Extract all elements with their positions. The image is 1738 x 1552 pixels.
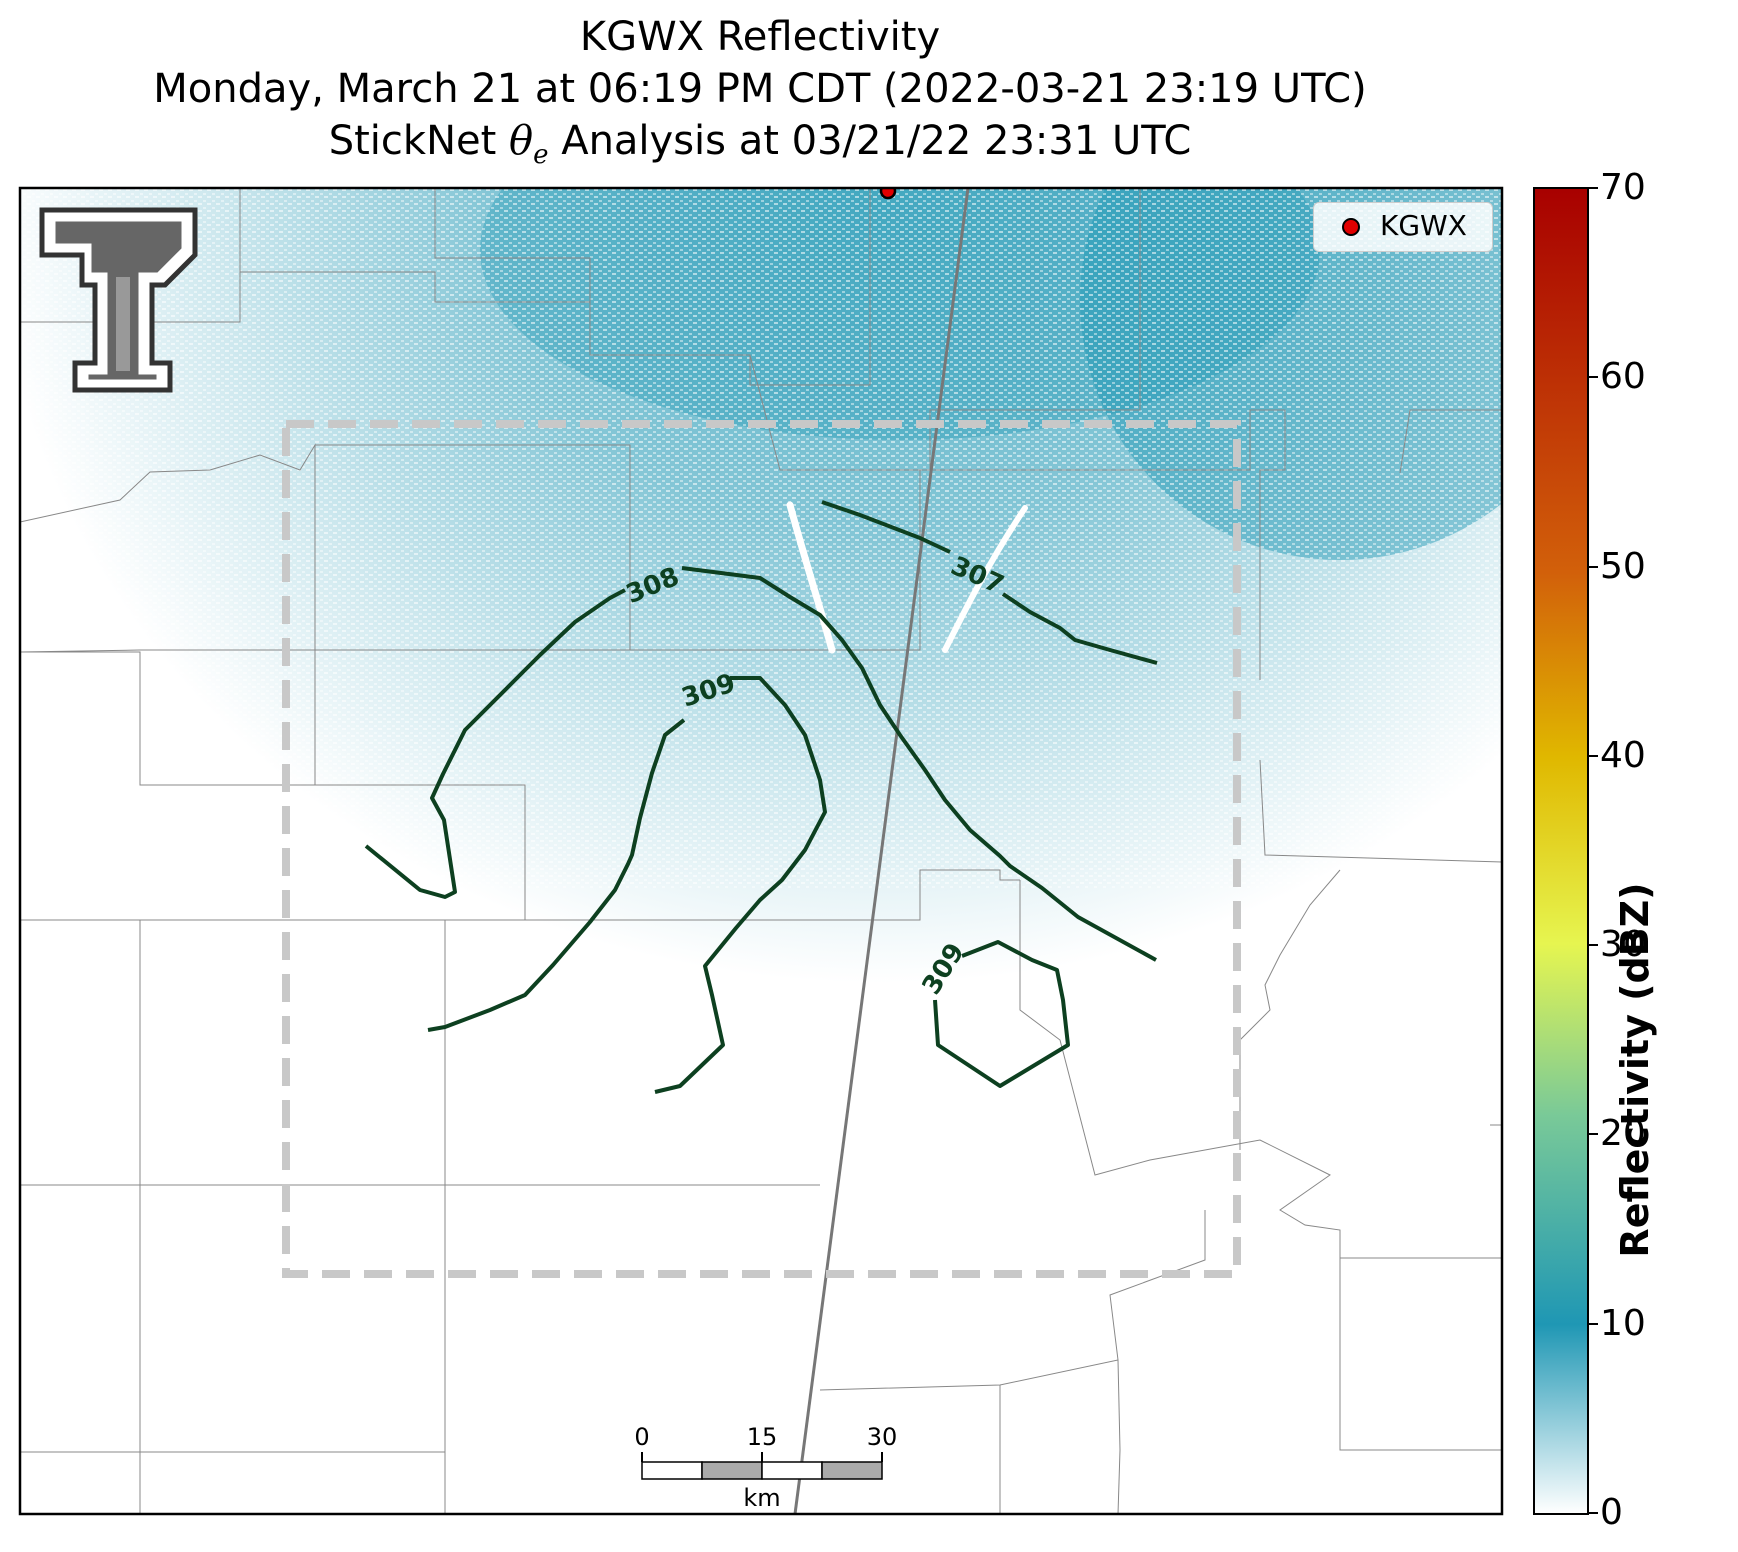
contour-309 (654, 676, 827, 1094)
map-area: 308 307 309 309 (20, 188, 1502, 1514)
contour-309 (427, 718, 686, 1032)
title-line-2: Monday, March 21 at 06:19 PM CDT (2022-0… (153, 66, 1367, 112)
legend-label: KGWX (1380, 209, 1467, 242)
radar-artifact (786, 501, 836, 654)
contour-308 (364, 588, 626, 899)
radar-site-marker (879, 188, 897, 200)
map-frame (18, 186, 1504, 1516)
scale-bar-tick: 30 (866, 1423, 898, 1451)
colorbar-gradient (1533, 187, 1589, 1515)
colorbar-label: Reflectivity (dBZ) (1613, 882, 1657, 1258)
colorbar-tick: 20 (1600, 1113, 1646, 1154)
scale-bar-unit: km (743, 1484, 781, 1512)
scale-bar-tick: 0 (634, 1423, 650, 1451)
county-boundaries (20, 188, 1502, 1514)
title-line-1: KGWX Reflectivity (579, 14, 941, 60)
scale-bar-tick: 15 (746, 1423, 778, 1451)
road-line (793, 188, 970, 1514)
colorbar-tick: 50 (1600, 546, 1646, 587)
reflectivity-texture (20, 188, 1502, 888)
legend: KGWX (1313, 202, 1493, 252)
contour-307 (1001, 592, 1158, 665)
colorbar-tick: 10 (1600, 1303, 1646, 1344)
contour-308 (681, 566, 1157, 962)
colorbar-tick: 30 (1600, 924, 1646, 965)
contour-309 (933, 940, 1070, 1088)
colorbar-tick: 0 (1600, 1492, 1623, 1533)
radar-marker-icon (1342, 218, 1360, 236)
contour-307 (821, 500, 951, 554)
colorbar-tick: 40 (1600, 735, 1646, 776)
scale-bar (641, 1452, 883, 1480)
title-line-3: StickNet θe Analysis at 03/21/22 23:31 U… (328, 118, 1192, 170)
colorbar (1533, 187, 1598, 1515)
theta-e-contours (364, 500, 1158, 1094)
analysis-domain-box (282, 420, 1241, 1278)
colorbar-tick: 70 (1600, 167, 1646, 208)
theta-symbol: θ (509, 118, 534, 164)
radar-artifact (942, 505, 1028, 653)
colorbar-tick: 60 (1600, 356, 1646, 397)
texas-tech-logo (39, 207, 198, 393)
